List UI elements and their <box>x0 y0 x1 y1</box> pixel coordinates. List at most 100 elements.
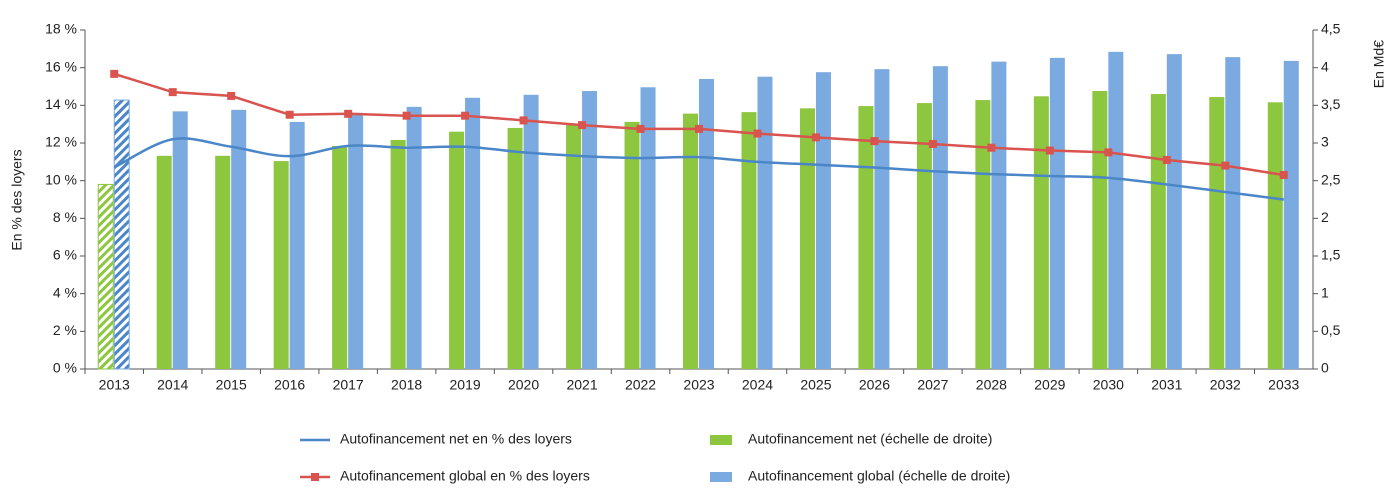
y2-tick-label: 0,5 <box>1321 322 1341 338</box>
y-tick-label: 16 % <box>45 58 77 74</box>
marker <box>1221 161 1230 170</box>
bar <box>858 106 874 369</box>
marker <box>928 139 937 148</box>
bar <box>1225 57 1241 370</box>
x-tick-label: 2024 <box>742 377 773 393</box>
bar <box>1150 94 1166 370</box>
x-tick-label: 2028 <box>976 377 1007 393</box>
y2-tick-label: 1 <box>1321 284 1329 300</box>
x-tick-label: 2025 <box>800 377 831 393</box>
x-tick-label: 2017 <box>333 377 364 393</box>
bar <box>465 97 481 370</box>
x-tick-label: 2021 <box>566 377 597 393</box>
y-tick-label: 10 % <box>45 171 77 187</box>
y-tick-label: 8 % <box>53 209 77 225</box>
bar <box>231 109 247 369</box>
bar <box>1166 54 1182 370</box>
x-tick-label: 2016 <box>274 377 305 393</box>
bar <box>566 124 582 369</box>
y-tick-label: 12 % <box>45 134 77 150</box>
x-tick-label: 2023 <box>683 377 714 393</box>
x-tick-label: 2033 <box>1268 377 1299 393</box>
marker <box>1279 171 1288 180</box>
bar <box>624 121 640 369</box>
marker <box>1162 155 1171 164</box>
marker <box>1104 148 1113 157</box>
y-tick-label: 14 % <box>45 96 77 112</box>
bar <box>815 72 831 369</box>
bar <box>289 121 305 369</box>
bar <box>215 155 231 369</box>
bar <box>97 183 114 370</box>
marker <box>578 121 587 130</box>
bar <box>406 106 422 369</box>
marker <box>461 111 470 120</box>
x-tick-label: 2031 <box>1151 377 1182 393</box>
x-tick-label: 2019 <box>450 377 481 393</box>
marker <box>695 124 703 133</box>
bar <box>390 139 406 369</box>
marker <box>168 88 177 97</box>
bar <box>449 131 465 369</box>
bar <box>991 61 1007 369</box>
x-tick-label: 2015 <box>216 377 247 393</box>
bar <box>332 146 348 369</box>
bar <box>799 108 815 369</box>
x-tick-label: 2030 <box>1093 377 1124 393</box>
marker <box>1045 146 1054 155</box>
y-axis-label: En % des loyers <box>9 149 25 250</box>
legend-swatch <box>710 472 732 482</box>
marker <box>344 109 353 118</box>
bar <box>741 112 757 369</box>
y2-tick-label: 4 <box>1321 58 1329 74</box>
y2-tick-label: 3 <box>1321 134 1329 150</box>
x-tick-label: 2027 <box>917 377 948 393</box>
x-tick-label: 2018 <box>391 377 422 393</box>
bar <box>113 99 130 370</box>
marker <box>402 111 411 120</box>
legend-label: Autofinancement global (échelle de droit… <box>748 468 1010 484</box>
marker <box>870 137 879 146</box>
bar <box>172 111 188 370</box>
y-tick-label: 2 % <box>53 322 77 338</box>
legend-marker <box>311 473 319 481</box>
y-tick-label: 4 % <box>53 284 77 300</box>
marker <box>110 69 119 78</box>
y2-axis-label: En Md€ <box>1371 40 1387 88</box>
x-tick-label: 2026 <box>859 377 890 393</box>
legend-label: Autofinancement net (échelle de droite) <box>748 431 992 447</box>
marker <box>811 133 820 142</box>
marker <box>227 91 236 100</box>
bar <box>1033 96 1049 369</box>
y-tick-label: 0 % <box>53 360 77 376</box>
bar <box>507 127 523 369</box>
x-tick-label: 2013 <box>99 377 130 393</box>
line <box>113 137 1284 201</box>
y2-tick-label: 4,5 <box>1321 21 1341 37</box>
marker <box>519 116 528 125</box>
y-tick-label: 6 % <box>53 247 77 263</box>
bar <box>874 69 890 369</box>
bar <box>1209 97 1225 370</box>
bar <box>683 113 698 370</box>
y2-tick-label: 2 <box>1321 209 1329 225</box>
bar <box>1092 91 1108 370</box>
bar <box>1283 60 1299 370</box>
legend-label: Autofinancement global en % des loyers <box>340 468 590 484</box>
y2-tick-label: 3,5 <box>1321 96 1341 112</box>
marker <box>636 124 645 133</box>
bar <box>348 112 364 369</box>
y-tick-label: 18 % <box>45 21 77 37</box>
x-tick-label: 2020 <box>508 377 539 393</box>
bar <box>273 161 289 369</box>
bar <box>1267 102 1283 369</box>
marker <box>285 110 294 119</box>
bar <box>156 155 172 369</box>
legend-label: Autofinancement net en % des loyers <box>340 431 572 447</box>
bar <box>757 76 773 369</box>
y2-tick-label: 2,5 <box>1321 171 1341 187</box>
legend-swatch <box>710 435 732 445</box>
x-tick-label: 2032 <box>1210 377 1241 393</box>
bar <box>975 100 991 369</box>
